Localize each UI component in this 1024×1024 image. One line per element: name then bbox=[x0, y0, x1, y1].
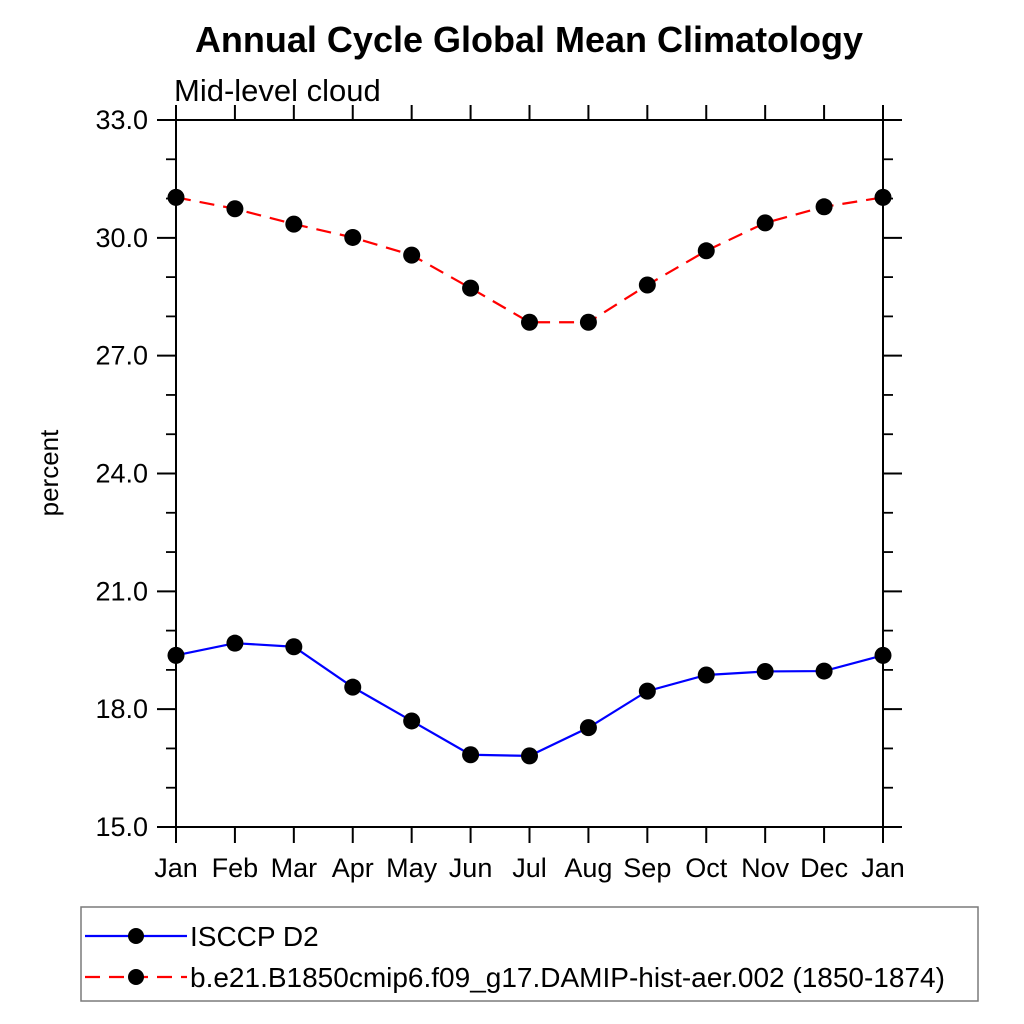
y-tick-label: 33.0 bbox=[95, 105, 148, 135]
data-point-isccp bbox=[874, 646, 892, 664]
data-point-model bbox=[815, 198, 833, 216]
data-point-model bbox=[226, 200, 244, 218]
legend: ISCCP D2 b.e21.B1850cmip6.f09_g17.DAMIP-… bbox=[80, 906, 979, 1002]
x-tick-label: Mar bbox=[271, 853, 318, 883]
legend-box bbox=[80, 906, 979, 1002]
series-line-isccp bbox=[175, 642, 884, 758]
chart-subtitle: Mid-level cloud bbox=[174, 73, 381, 108]
y-axis-label: percent bbox=[34, 429, 64, 516]
data-point-isccp bbox=[697, 666, 715, 684]
x-tick-label: Apr bbox=[332, 853, 374, 883]
x-tick-label: Sep bbox=[623, 853, 671, 883]
legend-entry-isccp: ISCCP D2 bbox=[85, 921, 319, 952]
data-point-model bbox=[638, 276, 656, 294]
y-tick-label: 24.0 bbox=[95, 459, 148, 489]
y-tick-label: 27.0 bbox=[95, 341, 148, 371]
y-tick-label: 18.0 bbox=[95, 694, 148, 724]
data-point-isccp bbox=[344, 678, 362, 696]
data-point-isccp bbox=[815, 662, 833, 680]
legend-entry-model: b.e21.B1850cmip6.f09_g17.DAMIP-hist-aer.… bbox=[85, 962, 945, 993]
data-point-isccp bbox=[638, 682, 656, 700]
x-tick-label: May bbox=[386, 853, 438, 883]
data-point-isccp bbox=[756, 662, 774, 680]
x-tick-label: Jul bbox=[512, 853, 547, 883]
data-point-model bbox=[285, 215, 303, 233]
data-point-isccp bbox=[521, 747, 538, 765]
data-point-model bbox=[403, 246, 421, 264]
data-point-isccp bbox=[579, 719, 597, 737]
x-tick-label: Jan bbox=[154, 853, 198, 883]
data-point-model bbox=[697, 242, 715, 260]
y-tick-label: 15.0 bbox=[95, 812, 148, 842]
plot-series bbox=[167, 188, 892, 765]
data-point-isccp bbox=[462, 746, 480, 764]
x-tick-label: Jan bbox=[861, 853, 905, 883]
data-point-model bbox=[874, 188, 892, 206]
data-point-model bbox=[462, 279, 480, 297]
data-point-isccp bbox=[226, 634, 244, 652]
data-point-isccp bbox=[285, 638, 303, 656]
legend-label-isccp: ISCCP D2 bbox=[190, 921, 319, 952]
data-point-model bbox=[167, 188, 185, 206]
x-tick-label: Dec bbox=[800, 853, 848, 883]
legend-marker-dot bbox=[128, 969, 144, 985]
x-tick-label: Feb bbox=[212, 853, 259, 883]
legend-label-model: b.e21.B1850cmip6.f09_g17.DAMIP-hist-aer.… bbox=[190, 962, 945, 993]
y-tick-label: 30.0 bbox=[95, 223, 148, 253]
legend-marker-dot bbox=[128, 928, 144, 944]
x-tick-label: Oct bbox=[685, 853, 728, 883]
data-point-model bbox=[344, 228, 362, 246]
y-tick-label: 21.0 bbox=[95, 576, 148, 606]
x-tick-label: Aug bbox=[564, 853, 612, 883]
data-point-model bbox=[756, 214, 774, 232]
data-point-model bbox=[521, 313, 538, 331]
plot-axes: Jan Feb Mar Apr May Jun Jul Aug Sep Oct Nov Dec Jan1… bbox=[95, 105, 905, 883]
data-point-model bbox=[579, 313, 597, 331]
plot-frame bbox=[175, 119, 884, 828]
series-line-model bbox=[175, 196, 884, 324]
chart-title: Annual Cycle Global Mean Climatology bbox=[195, 19, 863, 60]
x-tick-label: Nov bbox=[741, 853, 790, 883]
data-point-isccp bbox=[403, 712, 421, 730]
data-point-isccp bbox=[167, 646, 185, 664]
x-tick-label: Jun bbox=[449, 853, 493, 883]
